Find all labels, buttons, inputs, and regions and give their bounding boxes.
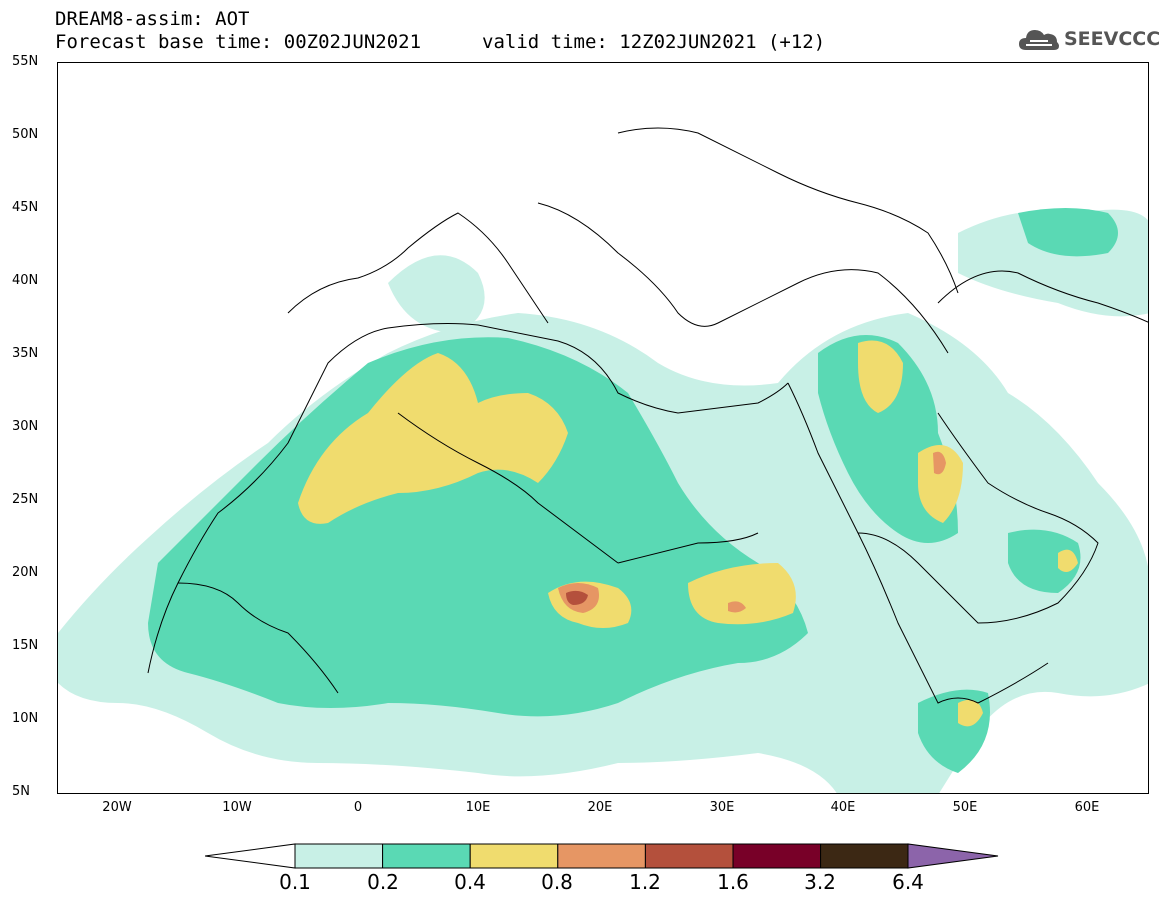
valid-time: valid time: 12Z02JUN2021 (+12)	[482, 31, 826, 53]
lat-label: 30N	[12, 419, 39, 434]
coastlines	[147, 127, 1148, 704]
lat-label: 40N	[12, 273, 39, 288]
lat-label: 15N	[12, 638, 39, 653]
cloud-icon	[1019, 30, 1059, 50]
map-canvas	[58, 127, 1148, 793]
color-bar-under	[205, 843, 296, 869]
color-bar	[205, 843, 999, 869]
legend-level: 0.1	[279, 870, 311, 894]
legend-level: 1.6	[717, 870, 749, 894]
aot-field-0.2	[148, 208, 1118, 773]
lon-label: 40E	[830, 800, 856, 815]
lat-label: 10N	[12, 711, 39, 726]
lon-label: 50E	[952, 800, 978, 815]
lon-label: 30E	[709, 800, 735, 815]
lat-label: 25N	[12, 492, 39, 507]
legend-level: 0.4	[454, 870, 486, 894]
lat-label: 55N	[12, 54, 39, 69]
legend-level: 6.4	[892, 870, 924, 894]
lon-label: 20W	[102, 800, 132, 815]
color-bar-segment	[732, 843, 822, 869]
lon-label: 0	[353, 800, 363, 815]
color-bar-segment	[469, 843, 559, 869]
lon-label: 20E	[587, 800, 613, 815]
color-bar-segments	[294, 843, 909, 869]
map-title: DREAM8-assim: AOT	[55, 8, 250, 30]
seevccc-logo: SEEVCCC	[1018, 24, 1160, 54]
forecast-base-time: Forecast base time: 00Z02JUN2021	[55, 31, 422, 53]
lat-label: 35N	[12, 346, 39, 361]
color-bar-segment	[382, 843, 471, 869]
aot-field-1.2	[566, 590, 588, 605]
color-bar-segment	[820, 843, 909, 869]
lat-label: 45N	[12, 200, 39, 215]
color-bar-over	[907, 843, 999, 869]
lon-label: 10E	[465, 800, 491, 815]
color-bar-segment	[644, 843, 734, 869]
lat-label: 5N	[12, 784, 30, 799]
aot-map	[57, 62, 1149, 794]
legend-level: 0.8	[541, 870, 573, 894]
color-bar-segment	[294, 843, 384, 869]
legend-level: 3.2	[804, 870, 836, 894]
lat-label: 20N	[12, 565, 39, 580]
legend-level: 0.2	[367, 870, 399, 894]
lon-label: 60E	[1074, 800, 1100, 815]
lat-label: 50N	[12, 127, 39, 142]
legend-level: 1.2	[629, 870, 661, 894]
aot-field-0.4	[298, 340, 1078, 727]
lon-label: 10W	[222, 800, 252, 815]
color-bar-segment	[557, 843, 646, 869]
logo-text: SEEVCCC	[1064, 28, 1161, 50]
